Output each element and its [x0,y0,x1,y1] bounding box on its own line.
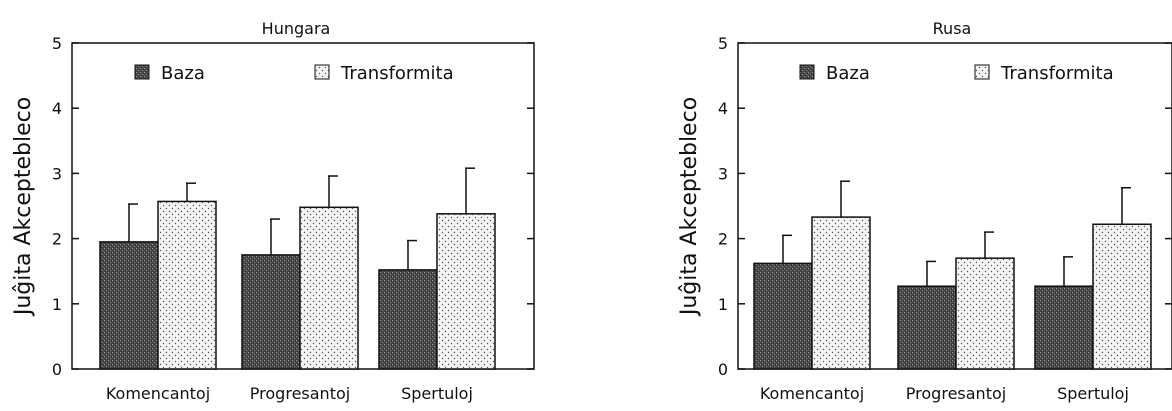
bar [955,257,1015,370]
bar [1092,223,1152,370]
y-tick-label: 2 [52,230,62,249]
chart-panel-0: Hungara Juĝita Akceptebleco 0 1 2 3 4 5 Baza Tran… [11,19,535,403]
y-tick-label: 4 [718,99,728,118]
legend-swatch [974,64,990,80]
x-category-label: Progresantoj [906,384,1006,403]
bar [99,241,159,370]
bar [897,285,957,370]
bar [753,262,813,370]
legend-label: Baza [826,63,870,84]
y-tick-label: 1 [52,295,62,314]
legend-label: Transformita [1000,63,1114,84]
y-tick-label: 3 [718,164,728,183]
y-tick-label: 4 [52,99,62,118]
legend-swatch [799,64,815,80]
bar [157,200,217,370]
legend-swatch [314,64,330,80]
legend-swatch [134,64,150,80]
chart-panel-1: Rusa Juĝita Akceptebleco 0 1 2 3 4 5 Baza Transfo… [677,19,1172,403]
x-category-label: Progresantoj [250,384,350,403]
x-category-label: Komencantoj [760,384,864,403]
bar [378,269,438,370]
y-tick-label: 0 [52,360,62,379]
chart-title: Hungara [262,19,331,38]
bar [299,206,359,370]
y-tick-label: 5 [52,34,62,53]
legend-label: Transformita [340,63,454,84]
y-tick-label: 1 [718,295,728,314]
x-category-label: Spertuloj [1057,384,1129,403]
y-axis-label: Juĝita Akceptebleco [11,97,36,317]
y-axis-label: Juĝita Akceptebleco [677,97,702,317]
bar [436,213,496,370]
bar [811,216,871,370]
x-category-label: Komencantoj [106,384,210,403]
bar [241,254,301,370]
y-tick-label: 5 [718,34,728,53]
y-tick-label: 0 [718,360,728,379]
x-category-label: Spertuloj [401,384,473,403]
chart-title: Rusa [933,19,972,38]
legend-label: Baza [161,63,205,84]
bar [1034,285,1094,370]
y-tick-label: 2 [718,230,728,249]
y-tick-label: 3 [52,164,62,183]
